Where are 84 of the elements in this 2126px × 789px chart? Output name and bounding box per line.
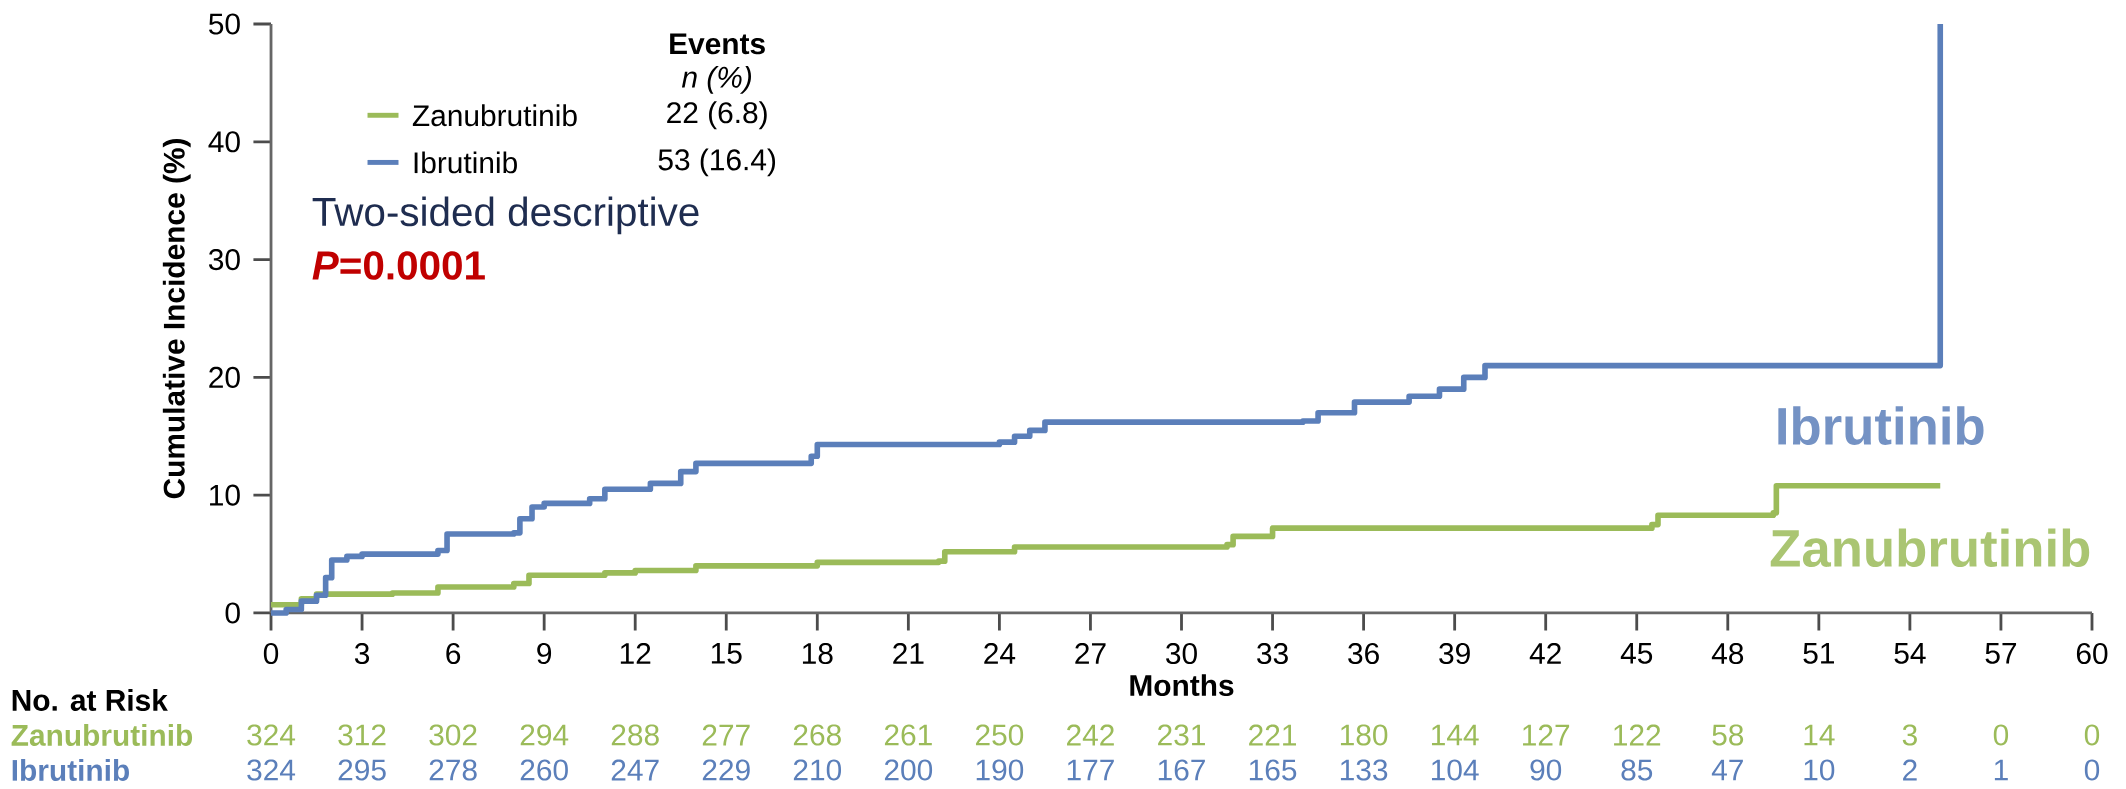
text: 260 xyxy=(520,759,568,781)
text: 85 xyxy=(1621,759,1653,781)
text: 47 xyxy=(1711,759,1743,781)
y-tick-label: 0 xyxy=(225,602,240,624)
text: 288 xyxy=(611,724,659,746)
text: 302 xyxy=(429,724,477,746)
annotation: P=0.0001 xyxy=(312,251,485,280)
text: 324 xyxy=(247,724,296,746)
text: 133 xyxy=(1340,759,1388,781)
text: 104 xyxy=(1431,759,1479,781)
text: Ibrutinib xyxy=(12,759,129,781)
text: 250 xyxy=(975,724,1024,746)
x-tick-label: 9 xyxy=(537,643,552,665)
y-tick-label: 30 xyxy=(208,249,240,271)
y-tick-label: 20 xyxy=(209,366,240,388)
annotation: Events xyxy=(670,33,765,55)
text: 277 xyxy=(702,724,750,746)
text: 295 xyxy=(338,759,386,781)
text: Ibrutinib xyxy=(1778,406,1984,445)
text: 90 xyxy=(1530,759,1562,781)
text: Zanubrutinib xyxy=(11,724,193,746)
x-tick-label: 60 xyxy=(2076,643,2108,665)
text: 180 xyxy=(1340,724,1388,746)
text: 324 xyxy=(247,759,296,781)
text: 2 xyxy=(1903,759,1917,781)
annotation: 22 (6.8) xyxy=(667,101,767,130)
y-tick-label: 10 xyxy=(210,484,240,506)
annotation: n (%) xyxy=(681,65,751,94)
text: 242 xyxy=(1067,724,1114,746)
text: 294 xyxy=(520,724,569,746)
text: 122 xyxy=(1614,724,1661,746)
x-tick-label: 30 xyxy=(1166,643,1197,665)
legend-label: Ibrutinib xyxy=(414,151,517,174)
text: 0 xyxy=(2084,724,2100,746)
text: 278 xyxy=(429,759,477,781)
x-tick-label: 0 xyxy=(263,643,279,665)
x-tick-label: 18 xyxy=(802,643,833,665)
annotation: 53 (16.4) xyxy=(658,148,776,177)
y-axis-title: Cumulative Incidence (%) xyxy=(162,139,191,499)
text: 312 xyxy=(338,724,386,746)
y-tick-label: 40 xyxy=(208,131,240,153)
text: 261 xyxy=(884,724,932,746)
text: 3 xyxy=(1902,724,1917,746)
text: 127 xyxy=(1523,724,1570,746)
x-tick-label: 21 xyxy=(893,643,924,664)
text: Zanubrutinib xyxy=(1770,528,2090,568)
text: 177 xyxy=(1067,759,1114,781)
text: 0 xyxy=(1993,724,2009,746)
x-tick-label: 6 xyxy=(446,643,461,665)
x-tick-label: 39 xyxy=(1439,643,1470,665)
x-tick-label: 3 xyxy=(354,643,370,665)
annotation: Two-sided descriptive xyxy=(312,196,699,235)
x-tick-label: 57 xyxy=(1985,642,2017,664)
y-tick-label: 50 xyxy=(209,13,240,35)
x-tick-label: 12 xyxy=(620,643,651,664)
text: No. at Risk xyxy=(12,689,168,711)
text: 268 xyxy=(793,724,841,746)
x-tick-label: 33 xyxy=(1257,643,1288,665)
text: 167 xyxy=(1158,759,1205,781)
x-tick-label: 42 xyxy=(1529,643,1561,664)
text: 210 xyxy=(793,759,842,781)
text: 221 xyxy=(1249,724,1297,746)
x-tick-label: 45 xyxy=(1620,642,1653,664)
text: 144 xyxy=(1431,724,1479,746)
text: 165 xyxy=(1249,759,1297,781)
x-tick-label: 27 xyxy=(1075,643,1106,664)
text: 1 xyxy=(1994,759,2008,781)
x-tick-label: 24 xyxy=(984,643,1016,664)
text: 200 xyxy=(884,759,933,781)
x-tick-label: 51 xyxy=(1803,642,1834,664)
text: 231 xyxy=(1158,724,1205,746)
text: 229 xyxy=(702,759,750,781)
text: 190 xyxy=(976,759,1024,781)
text: 10 xyxy=(1804,759,1835,781)
text: 247 xyxy=(611,759,659,781)
legend-label: Zanubrutinib xyxy=(412,104,577,127)
x-tick-label: 15 xyxy=(711,642,742,664)
x-tick-label: 54 xyxy=(1894,642,1926,664)
x-tick-label: 48 xyxy=(1711,643,1744,665)
x-axis-title: Months xyxy=(1130,674,1234,697)
text: 0 xyxy=(2084,759,2100,781)
text: 14 xyxy=(1804,724,1835,746)
x-tick-label: 36 xyxy=(1348,643,1379,665)
text: 58 xyxy=(1712,724,1744,746)
